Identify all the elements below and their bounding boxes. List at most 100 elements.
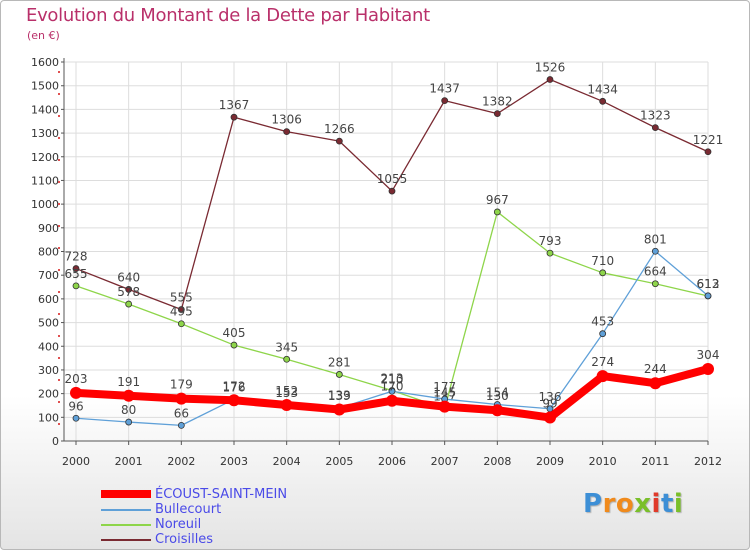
data-label-croisilles-2010: 1434: [587, 82, 618, 96]
data-label--coust-saint-mein-2005: 133: [328, 388, 351, 402]
data-point--coust-saint-mein-2004: [280, 398, 293, 411]
data-label--coust-saint-mein-2001: 191: [117, 375, 140, 389]
data-label--coust-saint-mein-2002: 179: [170, 378, 193, 392]
data-label--coust-saint-mein-2011: 244: [644, 362, 667, 376]
legend-label-croisilles: Croisilles: [155, 532, 214, 547]
data-label-croisilles-2012: 1221: [693, 133, 724, 147]
data-point-noreuil-2005: [335, 371, 343, 378]
y-tick-label-1300: 1300: [31, 127, 59, 140]
axis-dot-mark: [58, 313, 60, 315]
axis-dot-mark: [58, 379, 60, 381]
axis-dot-mark: [58, 401, 60, 403]
legend-swatch-noreuil: [101, 524, 151, 526]
x-tick-label-2002: 2002: [167, 455, 195, 468]
data-point-noreuil-2004: [283, 355, 291, 363]
data-label-noreuil-2003: 405: [223, 326, 246, 340]
data-label-croisilles-2011: 1323: [640, 109, 671, 123]
legend-label-bullecourt: Bullecourt: [155, 502, 222, 517]
axis-dot-mark: [58, 335, 60, 337]
data-point-noreuil-2002: [177, 320, 185, 328]
data-label-bullecourt-2004: 153: [275, 386, 298, 400]
data-label-croisilles-2005: 1266: [324, 122, 355, 136]
data-label-noreuil-2009: 793: [539, 234, 562, 248]
data-label-bullecourt-2008: 154: [486, 386, 509, 400]
axis-dot-mark: [58, 137, 60, 139]
data-label-noreuil-2008: 967: [486, 193, 509, 207]
data-point--coust-saint-mein-2006: [386, 394, 398, 407]
y-tick-label-900: 900: [38, 222, 59, 235]
y-tick-label-300: 300: [38, 364, 59, 377]
data-point-croisilles-2009: [546, 76, 554, 83]
data-label--coust-saint-mein-2003: 172: [223, 379, 246, 393]
data-label--coust-saint-mein-2000: 203: [65, 372, 88, 386]
logo-letter: r: [602, 489, 616, 519]
data-point--coust-saint-mein-2009: [544, 411, 556, 424]
data-label-noreuil-2005: 281: [328, 355, 351, 369]
x-tick-label-2001: 2001: [115, 455, 143, 468]
y-tick-label-1000: 1000: [31, 198, 59, 211]
legend-label-noreuil: Noreuil: [155, 517, 202, 532]
data-point-croisilles-2006: [388, 187, 396, 195]
data-point-bullecourt-2011: [651, 247, 659, 255]
data-label-bullecourt-2005: 139: [328, 389, 351, 403]
data-point-croisilles-2000: [72, 265, 80, 272]
data-point-noreuil-2010: [599, 269, 607, 277]
x-tick-label-2008: 2008: [483, 455, 511, 468]
y-tick-label-400: 400: [38, 340, 59, 353]
data-point-bullecourt-2000: [72, 414, 80, 422]
data-point-croisilles-2005: [335, 137, 343, 145]
chart-title: Evolution du Montant de la Dette par Hab…: [26, 5, 430, 26]
data-label-bullecourt-2002: 66: [174, 406, 189, 420]
data-point--coust-saint-mein-2012: [702, 362, 714, 375]
x-tick-label-2000: 2000: [62, 455, 90, 468]
axis-dot-mark: [58, 269, 60, 271]
data-point-croisilles-2008: [493, 110, 501, 118]
axis-dot-mark: [58, 247, 60, 249]
y-tick-label-1200: 1200: [31, 151, 59, 164]
data-point-noreuil-2011: [651, 280, 659, 288]
data-point-croisilles-2003: [230, 113, 238, 121]
data-label--coust-saint-mein-2006: 170: [381, 380, 404, 394]
data-label-bullecourt-2000: 96: [68, 399, 83, 413]
legend-label--coust-saint-mein: ÉCOUST-SAINT-MEIN: [155, 487, 288, 502]
data-label-bullecourt-2006: 210: [381, 372, 404, 386]
data-point-noreuil-2001: [125, 300, 133, 308]
data-label-bullecourt-2012: 613: [697, 277, 720, 291]
data-point-noreuil-2000: [72, 282, 80, 290]
data-point--coust-saint-mein-2003: [228, 394, 240, 407]
data-label-noreuil-2001: 578: [117, 285, 140, 299]
data-label-noreuil-2000: 655: [65, 267, 88, 281]
y-tick-label-100: 100: [38, 411, 59, 424]
data-label-croisilles-2004: 1306: [271, 113, 302, 127]
data-point-bullecourt-2012: [704, 292, 712, 300]
data-point--coust-saint-mein-2008: [491, 404, 504, 417]
data-label-noreuil-2002: 495: [170, 305, 193, 319]
y-tick-label-1100: 1100: [31, 174, 59, 187]
data-point-croisilles-2012: [704, 148, 712, 156]
axis-dot-mark: [58, 357, 60, 359]
data-point-croisilles-2002: [177, 306, 185, 313]
y-tick-label-1500: 1500: [31, 80, 59, 93]
axis-dot-mark: [58, 291, 60, 293]
data-label-bullecourt-2011: 801: [644, 232, 667, 246]
data-label-croisilles-2002: 555: [170, 291, 193, 305]
y-tick-label-700: 700: [38, 269, 59, 282]
data-label-noreuil-2006: 213: [381, 372, 404, 386]
data-label-bullecourt-2010: 453: [591, 315, 614, 329]
x-tick-label-2005: 2005: [325, 455, 353, 468]
x-tick-label-2012: 2012: [694, 455, 722, 468]
data-label-croisilles-2001: 640: [117, 270, 140, 284]
data-label-croisilles-2003: 1367: [219, 98, 250, 112]
y-tick-label-1600: 1600: [31, 56, 59, 69]
x-tick-label-2007: 2007: [431, 455, 459, 468]
data-label-croisilles-2000: 728: [65, 250, 88, 264]
axis-dot-mark: [58, 203, 60, 205]
data-label--coust-saint-mein-2009: 99: [542, 397, 557, 411]
axis-dot-mark: [58, 71, 60, 73]
axis-dot-mark: [58, 115, 60, 117]
data-label-bullecourt-2009: 136: [539, 390, 562, 404]
data-label-noreuil-2011: 664: [644, 265, 667, 279]
axis-dot-mark: [58, 423, 60, 425]
y-tick-label-800: 800: [38, 246, 59, 259]
